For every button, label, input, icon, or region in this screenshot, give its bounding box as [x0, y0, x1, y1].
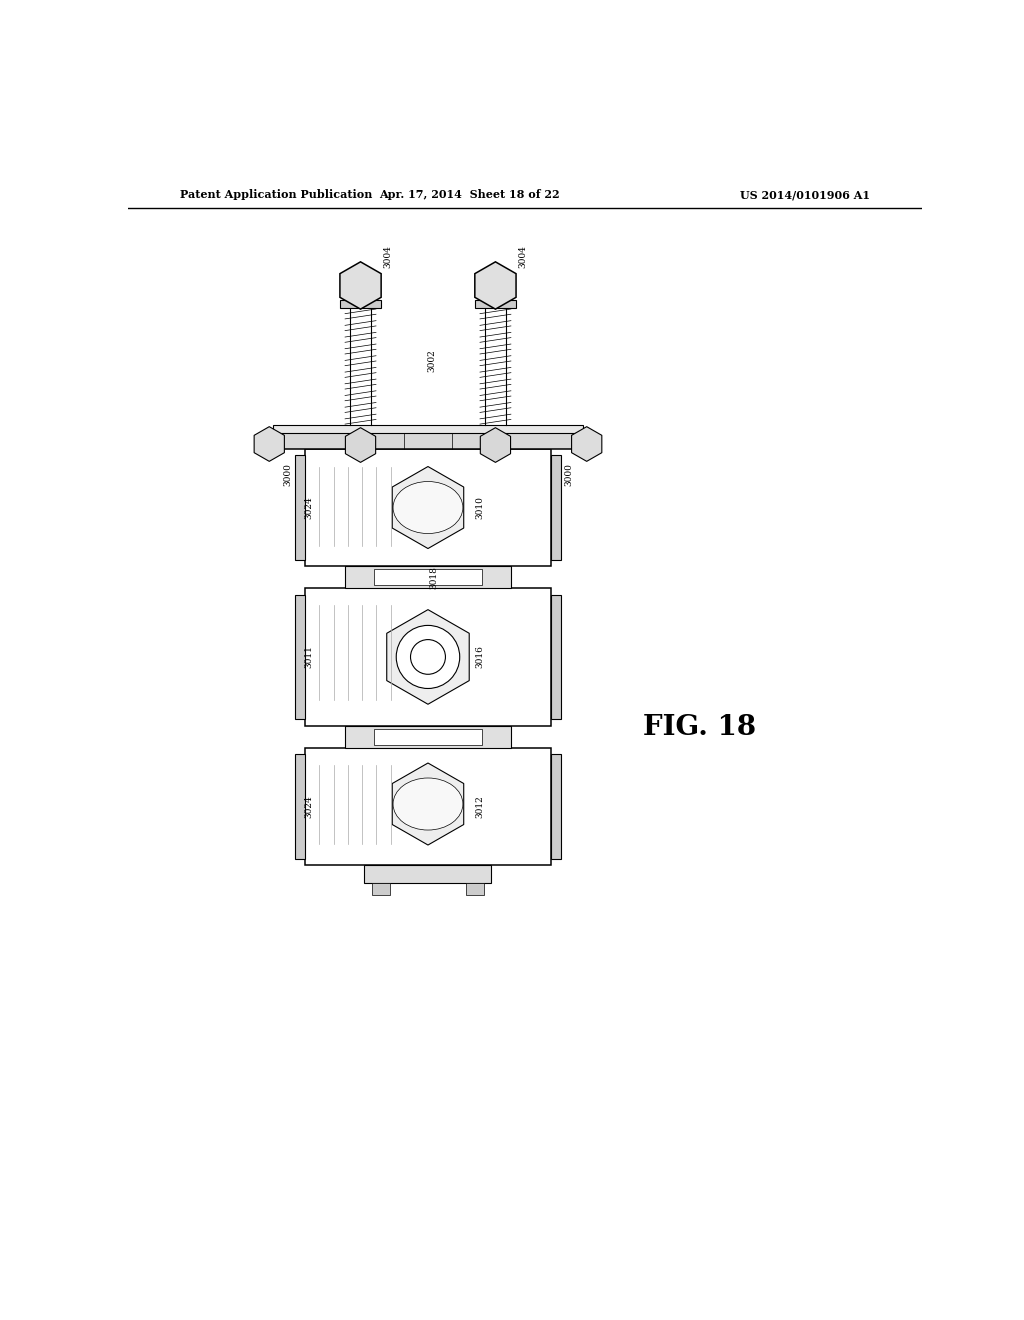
- Polygon shape: [392, 466, 464, 549]
- Bar: [296, 754, 305, 859]
- Ellipse shape: [393, 777, 463, 830]
- Bar: [305, 748, 551, 865]
- Bar: [475, 300, 516, 308]
- Bar: [273, 433, 583, 449]
- Text: 3012: 3012: [475, 795, 484, 817]
- Text: 3010: 3010: [475, 496, 484, 519]
- Bar: [305, 449, 551, 566]
- Bar: [466, 883, 483, 895]
- Text: Patent Application Publication: Patent Application Publication: [179, 190, 372, 201]
- Polygon shape: [254, 426, 285, 462]
- Text: 3004: 3004: [518, 246, 527, 268]
- Text: 3024: 3024: [304, 795, 313, 817]
- Bar: [365, 865, 492, 883]
- Polygon shape: [387, 610, 469, 705]
- Text: 3002: 3002: [427, 350, 436, 372]
- Polygon shape: [392, 763, 464, 845]
- Bar: [296, 595, 305, 718]
- Text: Apr. 17, 2014  Sheet 18 of 22: Apr. 17, 2014 Sheet 18 of 22: [379, 190, 559, 201]
- Bar: [374, 569, 482, 585]
- Bar: [374, 729, 482, 744]
- Text: 3024: 3024: [304, 496, 313, 519]
- Text: 3004: 3004: [383, 246, 392, 268]
- Text: US 2014/0101906 A1: US 2014/0101906 A1: [740, 190, 870, 201]
- Bar: [345, 566, 511, 589]
- Bar: [551, 754, 560, 859]
- Bar: [551, 595, 560, 718]
- Ellipse shape: [396, 626, 460, 689]
- Polygon shape: [480, 428, 511, 462]
- Text: FIG. 18: FIG. 18: [643, 714, 756, 741]
- Text: 3000: 3000: [283, 463, 292, 486]
- Bar: [296, 455, 305, 560]
- Bar: [373, 883, 390, 895]
- Bar: [345, 726, 511, 748]
- Ellipse shape: [393, 482, 463, 533]
- Text: 3016: 3016: [475, 645, 484, 668]
- Polygon shape: [345, 428, 376, 462]
- Bar: [305, 589, 551, 726]
- Polygon shape: [475, 261, 516, 309]
- Text: 3011: 3011: [304, 645, 313, 668]
- Text: 3000: 3000: [564, 463, 573, 486]
- Polygon shape: [340, 261, 381, 309]
- Bar: [340, 300, 381, 308]
- Text: 3018: 3018: [430, 566, 439, 589]
- Polygon shape: [571, 426, 602, 462]
- Bar: [551, 455, 560, 560]
- Bar: [273, 425, 583, 433]
- Ellipse shape: [411, 640, 445, 675]
